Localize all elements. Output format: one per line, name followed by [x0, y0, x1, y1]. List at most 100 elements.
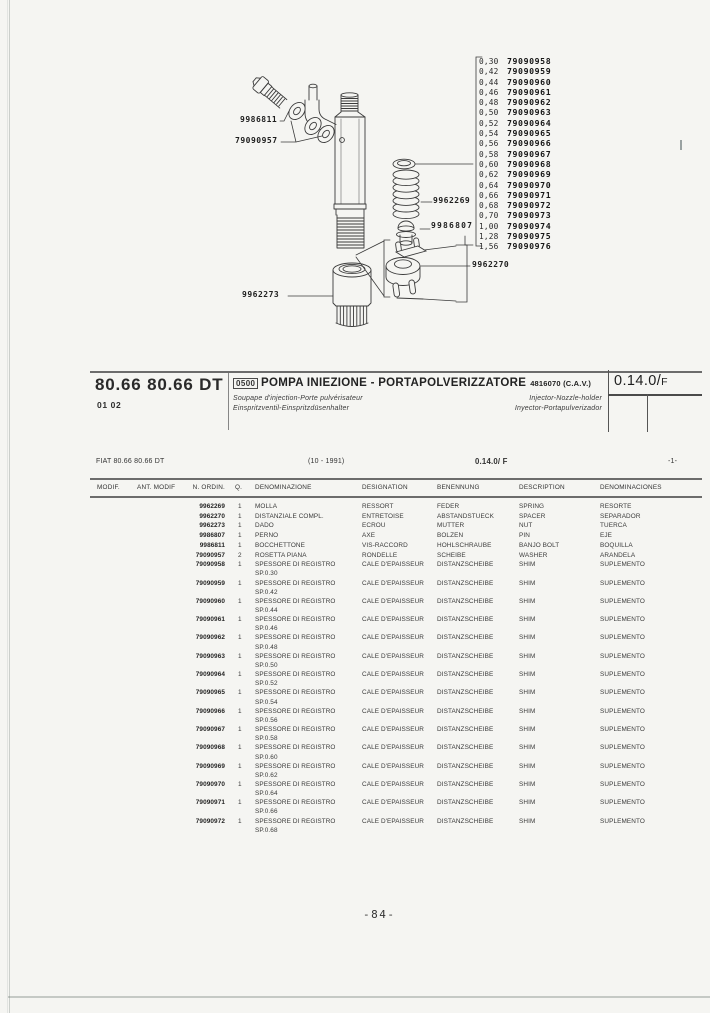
- cell-designation: CALE D'EPAISSEUR: [362, 671, 425, 679]
- cell-part-number: 79090960: [195, 597, 225, 605]
- cell-part-number: 9986811: [199, 541, 225, 549]
- section-tab-code: 0.14.0/F: [614, 373, 668, 389]
- cell-denominazione: SPESSORE DI REGISTRO SP.0.52: [255, 670, 362, 688]
- column-header: DENOMINAZIONE: [255, 484, 312, 491]
- shim-thickness: 0,52: [479, 118, 499, 128]
- cell-denominaciones: TUERCA: [600, 522, 627, 530]
- cell-description: SPRING: [519, 503, 545, 510]
- cell-denominaciones: SUPLEMENTO: [600, 579, 645, 587]
- cell-part-number: 79090958: [195, 561, 225, 569]
- shim-part-number: 79090971: [507, 189, 552, 200]
- cell-description: SHIM: [519, 799, 536, 807]
- shim-thickness: 1,00: [479, 221, 499, 231]
- cell-quantity: 1: [238, 689, 242, 697]
- cell-designation: AXE: [362, 532, 376, 540]
- washer-drawing-1: [288, 101, 306, 121]
- subheader-code: 0.14.0/ F: [475, 457, 508, 466]
- cell-denominazione-spec: SP.0.42: [255, 588, 278, 596]
- shim-thickness: 0,48: [479, 98, 499, 108]
- cell-designation: CALE D'EPAISSEUR: [362, 561, 425, 569]
- page-title-ref: 4816070 (C.A.V.): [530, 379, 592, 388]
- cell-designation: CALE D'EPAISSEUR: [362, 726, 425, 734]
- subtitle-spanish: Inyector-Portapulverizador: [514, 405, 602, 412]
- cell-denominazione: SPESSORE DI REGISTRO SP.0.54: [255, 688, 362, 706]
- cell-modif: [90, 512, 130, 522]
- column-header: N. ORDIN.: [192, 484, 225, 491]
- shim-thickness: 0,64: [479, 180, 499, 190]
- cell-denominaciones: SUPLEMENTO: [600, 689, 645, 697]
- cell-modif: [90, 707, 130, 725]
- cell-benennung: BOLZEN: [437, 532, 464, 540]
- cell-designation: CALE D'EPAISSEUR: [362, 634, 425, 642]
- cell-designation: RESSORT: [362, 503, 394, 510]
- column-header: DESIGNATION: [362, 484, 408, 491]
- cell-part-number: 9962273: [199, 522, 225, 530]
- cell-description: NUT: [519, 522, 533, 530]
- column-header: MODIF.: [97, 484, 120, 491]
- shim-row: 0,30 79090958: [479, 56, 551, 66]
- cell-ant-modif: [130, 531, 185, 541]
- subtitle-german: Einspritzventil-Einspritzdüsenhalter: [233, 405, 350, 412]
- cell-designation: CALE D'EPAISSEUR: [362, 616, 425, 624]
- table-row: 79090972 1 SPESSORE DI REGISTRO SP.0.68 CALE…: [90, 817, 702, 835]
- injector-exploded-diagram: [252, 56, 483, 327]
- cell-modif: [90, 597, 130, 615]
- shim-row: 0,58 79090967: [479, 149, 551, 159]
- cell-modif: [90, 780, 130, 798]
- cell-part-number: 79090967: [195, 726, 225, 734]
- cell-designation: RONDELLE: [362, 551, 398, 559]
- tab-code-main: 0.14.0/: [614, 373, 662, 389]
- cell-denominazione: SPESSORE DI REGISTRO SP.0.46: [255, 615, 362, 633]
- cell-benennung: HOHLSCHRAUBE: [437, 541, 492, 549]
- shim-part-number: 79090961: [507, 86, 552, 97]
- cell-denominaciones: RESORTE: [600, 503, 632, 510]
- cell-modif: [90, 725, 130, 743]
- cell-denominazione: SPESSORE DI REGISTRO SP.0.50: [255, 652, 362, 670]
- shim-part-number: 79090970: [507, 179, 552, 190]
- cell-denominaciones: SUPLEMENTO: [600, 616, 645, 624]
- cell-quantity: 1: [238, 817, 242, 825]
- cell-designation: CALE D'EPAISSEUR: [362, 652, 425, 660]
- cell-part-number: 79090962: [195, 634, 225, 642]
- table-row: 9986811 1 BOCCHETTONE VIS-RACCORD HOHLSCHRAU…: [90, 541, 702, 551]
- cell-part-number: 79090957: [195, 551, 225, 559]
- table-row: 79090959 1 SPESSORE DI REGISTRO SP.0.42 CALE…: [90, 579, 702, 597]
- cell-ant-modif: [130, 670, 185, 688]
- column-header-rule: [90, 496, 702, 498]
- cell-quantity: 1: [238, 726, 242, 734]
- cap-nut-drawing: [332, 262, 372, 327]
- model-variant: 01 02: [97, 400, 122, 410]
- table-row: 79090969 1 SPESSORE DI REGISTRO SP.0.62 CALE…: [90, 762, 702, 780]
- cell-description: BANJO BOLT: [519, 541, 560, 549]
- cell-ant-modif: [130, 688, 185, 706]
- injector-body-drawing: [333, 92, 367, 249]
- cell-denominazione-spec: SP.0.50: [255, 661, 278, 669]
- shim-row: 0,70 79090973: [479, 210, 551, 220]
- shim-row: 1,00 79090974: [479, 221, 551, 231]
- cell-denominaciones: BOQUILLA: [600, 541, 633, 549]
- table-row: 79090962 1 SPESSORE DI REGISTRO SP.0.48 CALE…: [90, 633, 702, 651]
- header-divider: [228, 372, 229, 430]
- label-banjo-bolt: 9986811: [240, 115, 278, 124]
- cell-part-number: 79090961: [195, 616, 225, 624]
- cell-denominaciones: SUPLEMENTO: [600, 671, 645, 679]
- subtitle-french: Soupape d'injection-Porte pulvérisateur: [233, 395, 363, 402]
- scan-edge-bottom: [8, 996, 710, 998]
- cell-denominazione: SPESSORE DI REGISTRO SP.0.42: [255, 579, 362, 597]
- table-row: 79090961 1 SPESSORE DI REGISTRO SP.0.46 CALE…: [90, 615, 702, 633]
- cell-quantity: 1: [238, 541, 242, 549]
- table-row: 79090968 1 SPESSORE DI REGISTRO SP.0.60 CALE…: [90, 743, 702, 761]
- cell-denominazione-spec: SP.0.44: [255, 607, 278, 614]
- cell-part-number: 9962270: [199, 512, 225, 520]
- parts-table-header: MODIF. ANT. MODIF N. ORDIN. Q. DENOMINAZIONE…: [90, 484, 702, 491]
- shim-thickness: 0,56: [479, 139, 499, 149]
- cell-part-number: 79090972: [195, 817, 225, 825]
- cell-quantity: 1: [238, 762, 242, 770]
- table-row: 9986807 1 PERNO AXE BOLZEN PIN EJE: [90, 531, 702, 541]
- label-cap-nut: 9962273: [242, 290, 280, 299]
- shim-part-number: 79090973: [507, 210, 552, 221]
- shim-thickness: 0,42: [479, 67, 499, 77]
- cell-ant-modif: [130, 560, 185, 578]
- cell-denominaciones: EJE: [600, 532, 613, 540]
- label-spring: 9962269: [433, 196, 471, 205]
